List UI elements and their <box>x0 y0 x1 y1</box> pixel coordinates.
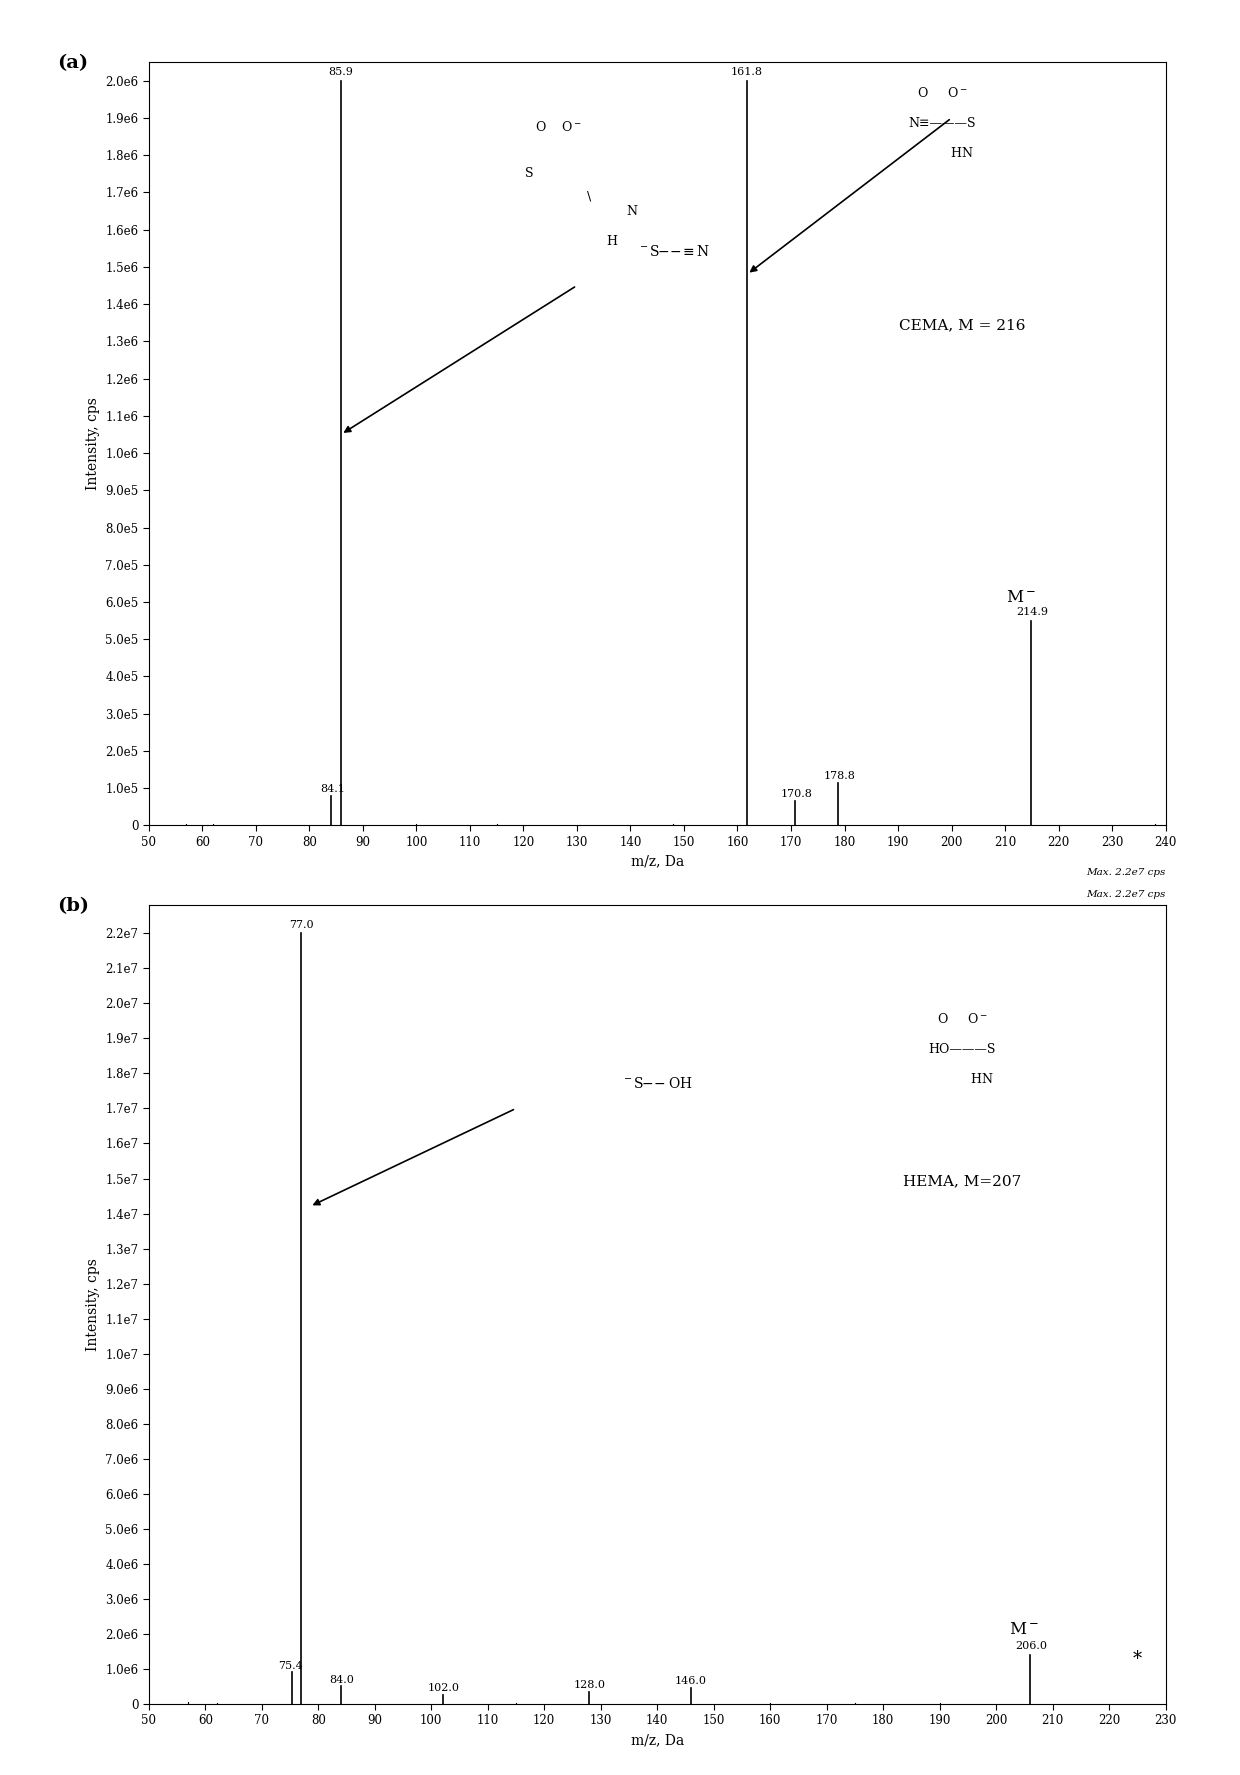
Text: 170.8: 170.8 <box>780 790 812 799</box>
Y-axis label: Intensity, cps: Intensity, cps <box>86 1258 99 1351</box>
Text: 161.8: 161.8 <box>732 67 763 76</box>
Text: 84.1: 84.1 <box>320 785 345 793</box>
Text: M$^-$: M$^-$ <box>1009 1621 1039 1638</box>
X-axis label: m/z, Da: m/z, Da <box>631 854 683 868</box>
Text: 128.0: 128.0 <box>573 1679 605 1690</box>
Text: 206.0: 206.0 <box>1016 1642 1047 1651</box>
Text: 77.0: 77.0 <box>289 919 314 930</box>
Text: M$^-$: M$^-$ <box>1006 589 1037 605</box>
Text: 85.9: 85.9 <box>329 67 353 76</box>
X-axis label: m/z, Da: m/z, Da <box>631 1732 683 1747</box>
Text: H: H <box>606 236 618 249</box>
Text: $^-$S$\!\!-\!\!-\!\!\equiv$N: $^-$S$\!\!-\!\!-\!\!\equiv$N <box>636 245 709 259</box>
Text: 178.8: 178.8 <box>823 770 856 781</box>
Text: 102.0: 102.0 <box>428 1683 460 1693</box>
Text: *: * <box>1133 1649 1142 1668</box>
Text: $^-$S$\!\!-\!\!-$OH: $^-$S$\!\!-\!\!-$OH <box>621 1076 693 1092</box>
Text: S: S <box>525 167 533 179</box>
Text: Max. 2.2e7 cps: Max. 2.2e7 cps <box>1086 891 1166 900</box>
Text: $\backslash$: $\backslash$ <box>587 188 593 202</box>
Text: O     O$^-$

N≡———S

          HN: O O$^-$ N≡———S HN <box>908 87 976 160</box>
Text: 146.0: 146.0 <box>675 1676 707 1686</box>
Text: CEMA, M = 216: CEMA, M = 216 <box>899 318 1025 332</box>
Text: Max. 2.2e7 cps: Max. 2.2e7 cps <box>1086 868 1166 877</box>
Y-axis label: Intensity, cps: Intensity, cps <box>86 398 99 490</box>
Text: 75.4: 75.4 <box>278 1661 303 1670</box>
Text: HEMA, M=207: HEMA, M=207 <box>903 1173 1022 1187</box>
Text: O    O$^-$: O O$^-$ <box>536 121 582 133</box>
Text: 214.9: 214.9 <box>1017 607 1048 618</box>
Text: 84.0: 84.0 <box>330 1676 355 1684</box>
Text: O     O$^-$

HO———S

          HN: O O$^-$ HO———S HN <box>929 1012 996 1086</box>
Text: N: N <box>626 204 637 218</box>
Text: (a): (a) <box>57 55 88 73</box>
Text: (b): (b) <box>57 898 89 916</box>
